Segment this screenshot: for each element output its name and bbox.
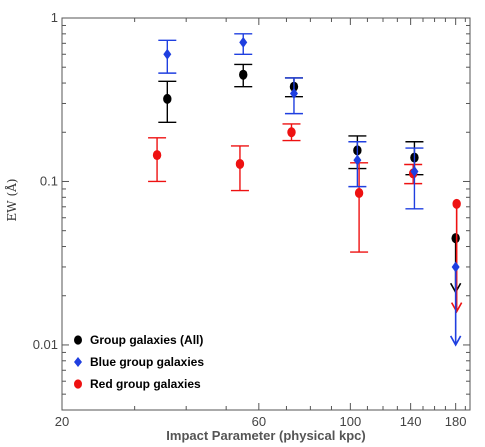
y-tick-label: 0.01 (33, 337, 58, 352)
data-points (148, 33, 463, 347)
legend-marker-circle (74, 335, 82, 345)
data-point-circle (152, 150, 162, 161)
data-point-circle (163, 93, 172, 104)
upper-limit-arrow-head (450, 302, 463, 314)
x-axis-title: Impact Parameter (physical kpc) (166, 428, 365, 443)
legend-label: Group galaxies (All) (90, 333, 203, 347)
data-point-circle (239, 69, 248, 80)
data-point-diamond (163, 48, 172, 60)
x-tick-label: 140 (400, 414, 422, 429)
data-point-diamond (410, 166, 419, 178)
plot-frame (61, 17, 471, 411)
data-point-circle (354, 188, 364, 199)
data-point-circle (452, 198, 461, 209)
data-point-diamond (239, 36, 248, 48)
axis-tick-labels: 0.01 0.1 1 20 60 100 140 180 (33, 10, 467, 429)
x-tick-label: 60 (252, 414, 266, 429)
y-tick-label: 0.1 (40, 173, 58, 188)
legend-marker-diamond (74, 357, 82, 367)
data-point-diamond (451, 261, 460, 273)
legend: Group galaxies (All) Blue group galaxies R… (74, 333, 204, 391)
data-point-diamond (289, 88, 298, 100)
data-point-circle (287, 127, 296, 138)
y-tick-label: 1 (51, 10, 58, 25)
legend-marker-circle (74, 379, 82, 389)
data-point-circle (235, 158, 245, 169)
legend-label: Red group galaxies (90, 377, 201, 391)
upper-limit-arrow-head (449, 335, 462, 347)
axis-ticks (61, 17, 470, 411)
x-tick-label: 20 (55, 414, 69, 429)
data-point-diamond (353, 154, 362, 166)
data-point-circle (451, 233, 460, 244)
y-axis-title: EW (Å) (4, 179, 19, 222)
x-tick-label: 180 (445, 414, 467, 429)
x-tick-label: 100 (339, 414, 361, 429)
legend-label: Blue group galaxies (90, 355, 204, 369)
